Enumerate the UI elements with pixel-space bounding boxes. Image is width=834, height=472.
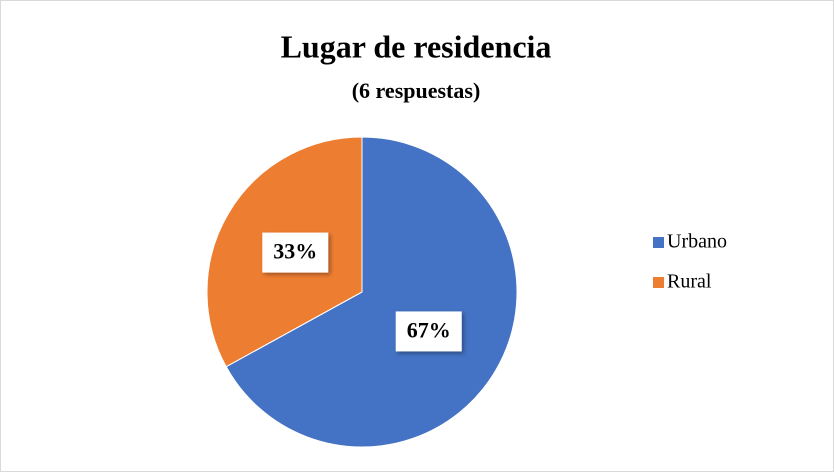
legend-swatch (653, 277, 664, 288)
data-label-box (262, 232, 329, 273)
chart-subtitle: (6 respuestas) (352, 78, 481, 103)
pie-slice (225, 136, 518, 448)
data-label: 33% (273, 239, 317, 264)
legend-label: Urbano (667, 231, 727, 253)
legend-label: Rural (667, 271, 712, 293)
data-label-box (395, 311, 462, 352)
chart-title: Lugar de residencia (281, 28, 552, 64)
data-label: 67% (407, 317, 451, 342)
legend-swatch (653, 237, 664, 248)
